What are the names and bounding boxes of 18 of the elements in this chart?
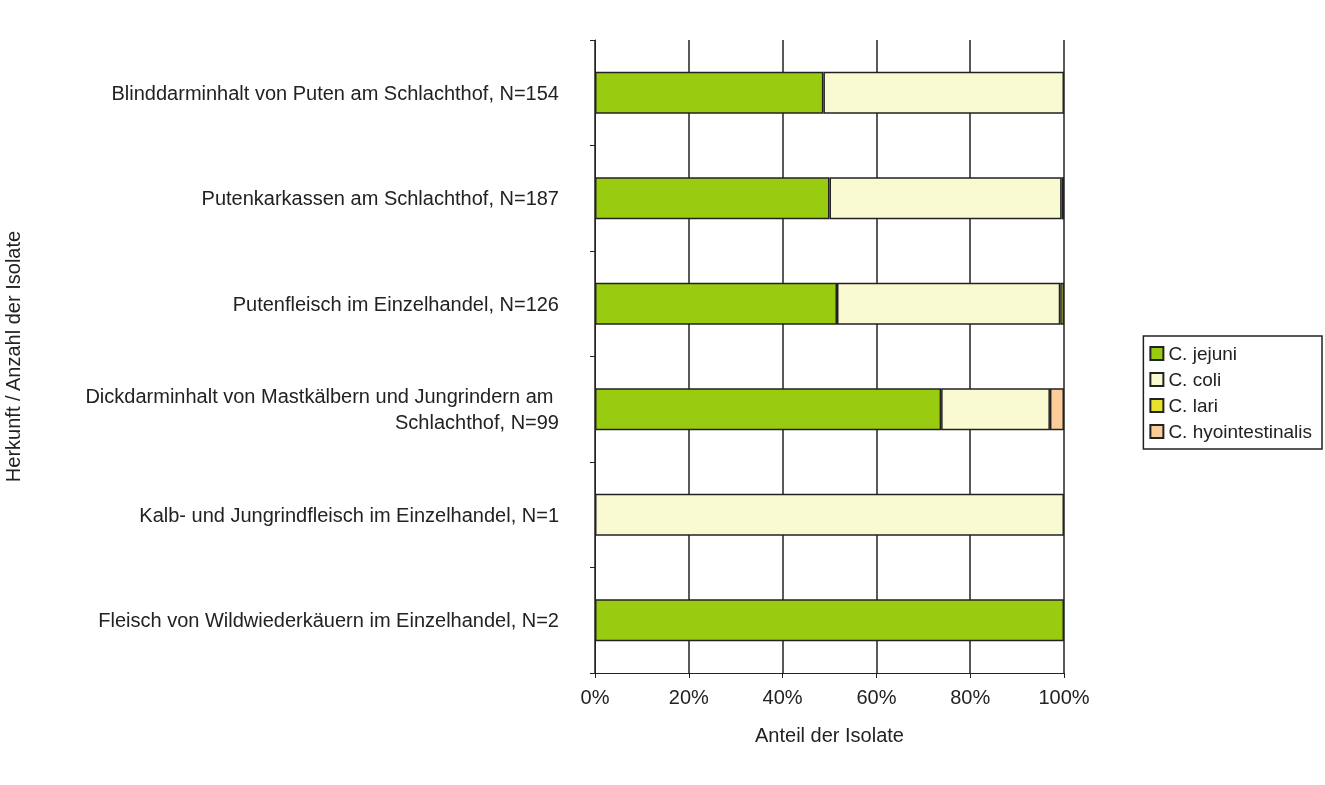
y-tick-label: Dickdarminhalt von Mastkälbern und Jungrindern am Schlachthof, N=99 <box>85 385 559 434</box>
x-tick-label: 0% <box>580 686 610 708</box>
y-tick-label: Kalb- und Jungrindfleisch im Einzelhandel, N=1 <box>139 503 559 526</box>
legend-label: C. coli <box>1168 369 1222 390</box>
legend-label: C. hyointestinalis <box>1168 421 1312 442</box>
y-tick-label: Putenkarkassen am Schlachthof, N=187 <box>201 187 559 210</box>
x-axis-title: Anteil der Isolate <box>755 724 904 746</box>
x-tick-label: 60% <box>856 686 897 708</box>
x-tick-label: 40% <box>762 686 803 708</box>
y-axis-title: Herkunft / Anzahl der Isolate <box>2 230 24 483</box>
y-tick-label: Fleisch von Wildwiederkäuern im Einzelhandel, N=2 <box>98 609 559 632</box>
x-tick-label: 80% <box>950 686 991 708</box>
x-tick-label: 100% <box>1038 686 1090 708</box>
x-tick-label: 20% <box>668 686 710 708</box>
y-tick-label: Putenfleisch im Einzelhandel, N=126 <box>232 292 559 315</box>
legend-label: C. jejuni <box>1168 343 1238 364</box>
legend-label: C. lari <box>1168 395 1218 416</box>
y-tick-label: Blinddarminhalt von Puten am Schlachthof, N=154 <box>111 81 559 104</box>
